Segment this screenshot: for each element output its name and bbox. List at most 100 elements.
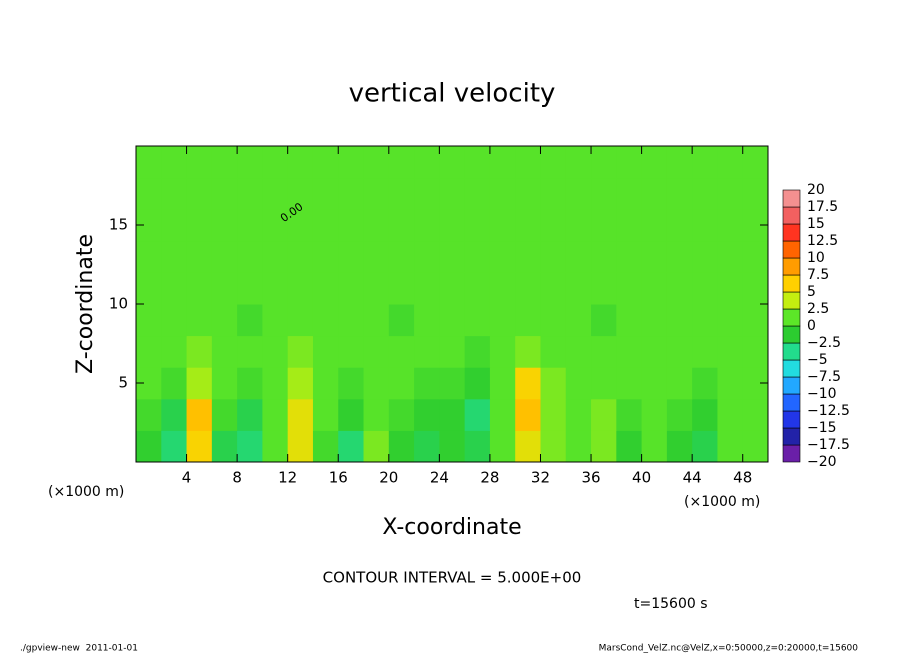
x-tick-label: 20 (379, 469, 398, 487)
cell (363, 209, 390, 242)
cell (287, 430, 314, 463)
colorbar-label: −20 (807, 454, 837, 470)
cell (312, 398, 339, 431)
cell (439, 367, 466, 400)
chart-title: vertical velocity (349, 79, 556, 109)
cell (388, 430, 415, 463)
cell (287, 177, 314, 210)
cell (161, 335, 188, 368)
cell (489, 304, 516, 337)
cell (515, 209, 541, 242)
cell (616, 146, 643, 179)
cell (692, 177, 718, 210)
cell (489, 398, 516, 431)
cell (565, 398, 592, 431)
cell (136, 146, 162, 179)
cell (515, 367, 541, 400)
x-tick-label: 12 (278, 469, 297, 487)
cell (414, 146, 440, 179)
cell (439, 430, 466, 463)
x-tick-label: 24 (430, 469, 449, 487)
cell (540, 177, 567, 210)
cell (312, 430, 339, 463)
cell (262, 398, 289, 431)
cell (338, 304, 365, 337)
cell (717, 398, 744, 431)
cell (717, 304, 744, 337)
cell (363, 304, 390, 337)
cell (262, 240, 289, 273)
cell (262, 335, 289, 368)
colorbar-label: 7.5 (807, 267, 829, 283)
cell (464, 146, 491, 179)
cell (489, 272, 516, 305)
cell (136, 335, 162, 368)
cell (312, 209, 339, 242)
colorbar-label: 5 (807, 284, 816, 300)
cell (666, 209, 693, 242)
cell (186, 240, 213, 273)
x-tick-label: 16 (329, 469, 348, 487)
cell (287, 240, 314, 273)
cell (641, 430, 668, 463)
cell (692, 367, 718, 400)
time-label: t=15600 s (634, 596, 708, 612)
cell (692, 430, 718, 463)
colorbar-box (782, 427, 801, 446)
cell (464, 177, 491, 210)
cell (363, 335, 390, 368)
cell (464, 304, 491, 337)
x-tick-label: 44 (683, 469, 702, 487)
cell (136, 177, 162, 210)
cell (742, 177, 769, 210)
cell (666, 398, 693, 431)
cell (565, 367, 592, 400)
cell (717, 240, 744, 273)
cell (717, 272, 744, 305)
cell (641, 146, 668, 179)
cell (312, 177, 339, 210)
cell (338, 367, 365, 400)
cell (515, 430, 541, 463)
cell (616, 272, 643, 305)
x-unit: (×1000 m) (684, 494, 760, 510)
cell (591, 430, 617, 463)
cell (489, 367, 516, 400)
x-tick-label: 32 (531, 469, 550, 487)
cell (616, 367, 643, 400)
cell (414, 398, 440, 431)
cell (666, 240, 693, 273)
cell (312, 367, 339, 400)
cell (338, 146, 365, 179)
colorbar-label: 20 (807, 182, 825, 198)
cell (515, 335, 541, 368)
cell (439, 209, 466, 242)
cell (211, 367, 238, 400)
colorbar-box (782, 342, 801, 361)
cell (742, 146, 769, 179)
cell (565, 272, 592, 305)
cell (439, 335, 466, 368)
cell (211, 177, 238, 210)
cell (641, 209, 668, 242)
cell (591, 177, 617, 210)
cell (692, 272, 718, 305)
cell (540, 272, 567, 305)
cell (287, 304, 314, 337)
colorbar-box (782, 291, 801, 310)
cell (211, 209, 238, 242)
cell (515, 304, 541, 337)
cell (616, 430, 643, 463)
cell (388, 146, 415, 179)
cell (211, 240, 238, 273)
cell (414, 304, 440, 337)
colorbar-box (782, 410, 801, 429)
cell (186, 272, 213, 305)
cell (186, 430, 213, 463)
colorbar-label: 17.5 (807, 199, 838, 215)
cell (363, 146, 390, 179)
cell (186, 177, 213, 210)
cell (515, 272, 541, 305)
footer-right: MarsCond_VelZ.nc@VelZ,x=0:50000,z=0:2000… (599, 644, 859, 654)
cell (161, 304, 188, 337)
